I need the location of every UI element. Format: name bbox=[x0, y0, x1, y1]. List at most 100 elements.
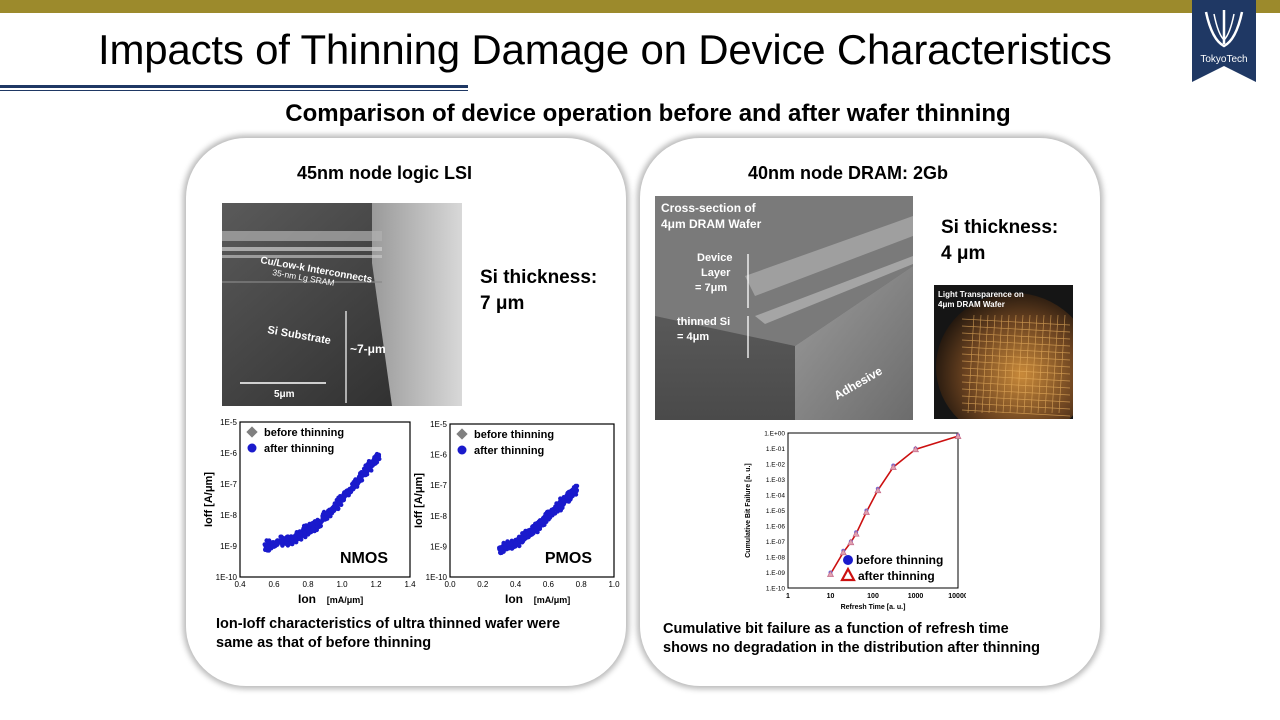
y-tick-label: 1E-5 bbox=[430, 420, 447, 429]
after-thinning-point bbox=[567, 495, 572, 500]
wafer-grid-line bbox=[988, 314, 996, 414]
y-tick-label: 1.E-01 bbox=[766, 446, 786, 453]
x-tick-label: 1 bbox=[786, 593, 790, 600]
after-thinning-point bbox=[954, 432, 962, 439]
after-thinning-point bbox=[561, 498, 566, 503]
legend-marker-before bbox=[843, 555, 853, 565]
logic-si-thickness-label: Si thickness: bbox=[480, 267, 598, 288]
wafer-grid-line bbox=[995, 314, 1003, 414]
y-tick-label: 1E-10 bbox=[426, 573, 448, 582]
dram-sem-image: Cross-section of 4μm DRAM Wafer Device L… bbox=[655, 196, 913, 420]
after-thinning-point bbox=[313, 519, 319, 525]
legend-label-after: after thinning bbox=[474, 445, 544, 457]
x-tick-label: 1.2 bbox=[370, 580, 382, 589]
after-thinning-point bbox=[516, 537, 521, 542]
after-thinning-point bbox=[358, 474, 363, 479]
after-thinning-point bbox=[513, 540, 518, 546]
wafer-photo: Light Transparence on 4μm DRAM Wafer bbox=[934, 285, 1073, 419]
after-thinning-point bbox=[547, 513, 553, 518]
y-tick-label: 1.E-06 bbox=[766, 524, 786, 531]
y-tick-label: 1.E-02 bbox=[766, 462, 786, 469]
y-tick-label: 1E-8 bbox=[220, 511, 237, 520]
wafer-grid-line bbox=[961, 318, 1071, 326]
dram-label-device3: = 7μm bbox=[695, 282, 727, 294]
after-thinning-point bbox=[334, 502, 340, 507]
after-thinning-point bbox=[533, 524, 538, 529]
after-thinning-point bbox=[307, 530, 312, 535]
after-thinning-point bbox=[508, 541, 514, 547]
wafer-grid-line bbox=[1044, 314, 1052, 414]
after-thinning-point bbox=[566, 489, 571, 495]
x-tick-label: 10000 bbox=[948, 593, 966, 600]
x-tick-label: 0.8 bbox=[576, 580, 588, 589]
pmos-chart: 1E-10 1E-9 1E-8 1E-7 1E-6 1E-5 0.0 0.2 0.4 0.6 0.8… bbox=[413, 420, 620, 606]
y-tick-label: 1E-6 bbox=[220, 449, 237, 458]
x-tick-label: 1000 bbox=[908, 593, 924, 600]
after-thinning-point bbox=[826, 570, 835, 577]
x-tick-label: 0.4 bbox=[234, 580, 246, 589]
after-thinning-point bbox=[911, 445, 920, 453]
after-thinning-point bbox=[558, 508, 563, 513]
wafer-grid-line bbox=[961, 339, 1071, 347]
y-tick-label: 1.E-08 bbox=[766, 555, 786, 562]
after-thinning-point bbox=[517, 543, 522, 549]
y-tick-label: 1.E-05 bbox=[766, 508, 786, 515]
after-thinning-point bbox=[889, 463, 897, 470]
after-thinning-point bbox=[273, 540, 279, 545]
dram-si-thickness-label: Si thickness: bbox=[941, 217, 1059, 238]
y-tick-label: 1E-9 bbox=[430, 542, 447, 551]
y-tick-label: 1.E-04 bbox=[766, 493, 786, 500]
wafer-grid-line bbox=[981, 314, 989, 414]
x-tick-label: 0.6 bbox=[543, 580, 555, 589]
y-tick-label: 1.E-03 bbox=[766, 477, 786, 484]
title-underline bbox=[0, 85, 468, 88]
university-logo: TokyoTech bbox=[1192, 0, 1256, 82]
after-thinning-point bbox=[287, 541, 292, 547]
after-thinning-point bbox=[327, 511, 332, 517]
logic-caption: Ion-Ioff characteristics of ultra thinne… bbox=[216, 615, 560, 653]
wafer-grid-line bbox=[961, 346, 1071, 354]
y-axis-label: Ioff [A/μm] bbox=[203, 472, 215, 527]
y-tick-label: 1E-7 bbox=[430, 481, 447, 490]
logic-si-thickness-value: 7 μm bbox=[480, 293, 525, 314]
slide-subtitle: Comparison of device operation before an… bbox=[285, 100, 1011, 127]
after-thinning-point bbox=[365, 463, 371, 469]
device-type-label: NMOS bbox=[340, 550, 388, 567]
sem-label-thickness: ~7-μm bbox=[350, 342, 386, 356]
dram-title: 40nm node DRAM: 2Gb bbox=[748, 163, 949, 183]
after-thinning-point bbox=[839, 548, 847, 556]
y-tick-label: 1.E-07 bbox=[766, 539, 786, 546]
x-axis-unit: [mA/μm] bbox=[327, 595, 364, 605]
x-axis-label: Refresh Time [a. u.] bbox=[841, 604, 906, 611]
after-thinning-point bbox=[302, 534, 307, 539]
dram-label-thinned2: = 4μm bbox=[677, 331, 709, 343]
after-thinning-point bbox=[355, 481, 360, 487]
after-thinning-point bbox=[513, 544, 518, 549]
legend-label-after: after thinning bbox=[858, 569, 935, 583]
sem-scale-label: 5μm bbox=[274, 389, 295, 400]
y-tick-label: 1.E+00 bbox=[764, 431, 785, 438]
x-axis-unit: [mA/μm] bbox=[534, 595, 571, 605]
x-tick-label: 1.0 bbox=[608, 580, 620, 589]
after-thinning-point bbox=[530, 528, 535, 534]
legend-label-before: before thinning bbox=[856, 553, 943, 567]
plot-frame bbox=[787, 432, 959, 589]
after-thinning-point bbox=[285, 536, 290, 542]
after-thinning-point bbox=[550, 508, 555, 513]
after-thinning-point bbox=[553, 506, 559, 511]
dram-caption-line2: shows no degradation in the distribution… bbox=[663, 640, 1040, 656]
x-tick-label: 1.0 bbox=[336, 580, 348, 589]
after-thinning-point bbox=[295, 532, 301, 538]
after-thinning-point bbox=[310, 521, 315, 526]
after-thinning-point bbox=[546, 517, 551, 522]
wafer-grid-line bbox=[961, 367, 1071, 375]
wafer-grid-line bbox=[961, 374, 1071, 382]
y-tick-label: 1.E-09 bbox=[766, 570, 786, 577]
x-tick-label: 10 bbox=[827, 593, 835, 600]
x-tick-label: 100 bbox=[867, 593, 879, 600]
y-tick-label: 1E-9 bbox=[220, 542, 237, 551]
after-thinning-point bbox=[373, 460, 379, 465]
wafer-grid-line bbox=[1030, 314, 1038, 414]
nmos-chart: 1E-10 1E-9 1E-8 1E-7 1E-6 1E-5 0.4 0.6 0.8 1.0 1.2… bbox=[203, 418, 416, 606]
wafer-grid-line bbox=[1023, 314, 1031, 414]
